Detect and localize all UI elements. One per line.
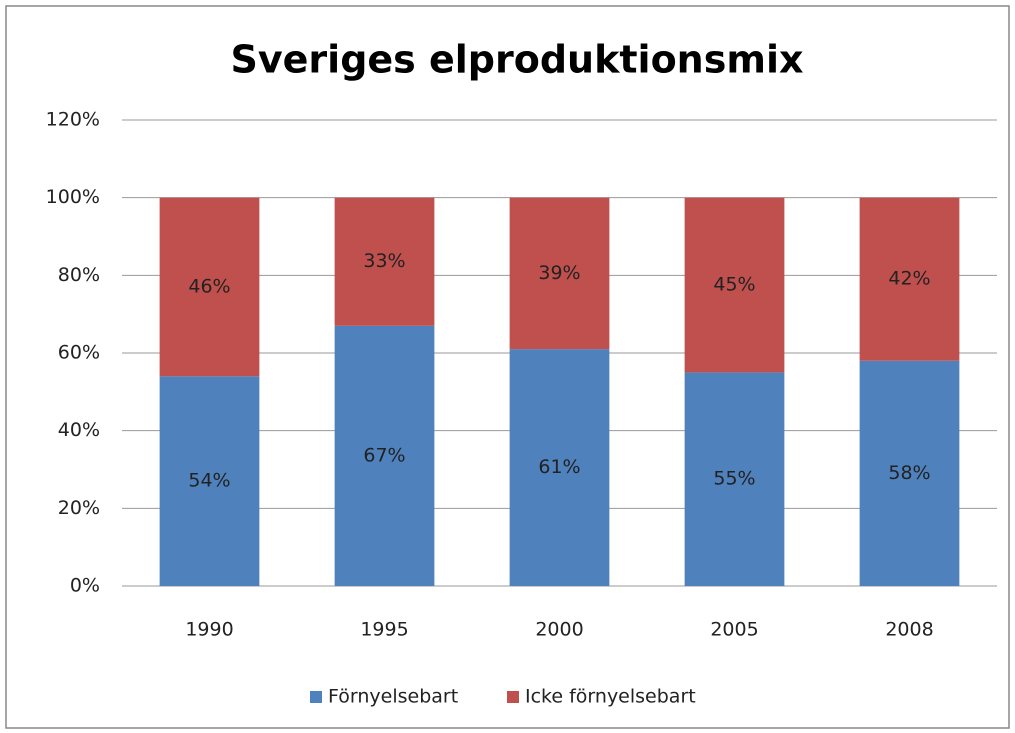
data-label: 61% bbox=[538, 456, 580, 478]
data-label: 58% bbox=[888, 462, 930, 484]
data-label: 39% bbox=[538, 262, 580, 284]
y-tick-label: 20% bbox=[58, 497, 100, 519]
bar-segment bbox=[334, 197, 435, 326]
bar-segment bbox=[159, 197, 260, 377]
y-tick-label: 80% bbox=[58, 264, 100, 286]
x-tick-label: 1995 bbox=[360, 619, 408, 641]
x-tick-label: 1990 bbox=[185, 619, 233, 641]
chart-frame bbox=[5, 5, 1010, 729]
x-tick-label: 2000 bbox=[535, 619, 583, 641]
data-label: 33% bbox=[363, 250, 405, 272]
y-tick-label: 40% bbox=[58, 419, 100, 441]
bar-segment bbox=[159, 376, 260, 586]
bar-segment bbox=[684, 372, 785, 586]
y-tick-label: 0% bbox=[70, 575, 100, 597]
bar-segment bbox=[334, 325, 435, 586]
data-label: 46% bbox=[188, 275, 230, 297]
y-tick-label: 60% bbox=[58, 342, 100, 364]
legend-label: Förnyelsebart bbox=[328, 686, 458, 708]
chart-title: Sveriges elproduktionsmix bbox=[231, 38, 804, 82]
data-label: 55% bbox=[713, 468, 755, 490]
x-tick-label: 2008 bbox=[885, 619, 933, 641]
bar-segment bbox=[684, 197, 785, 373]
data-label: 54% bbox=[188, 470, 230, 492]
data-label: 45% bbox=[713, 274, 755, 296]
x-tick-label: 2005 bbox=[710, 619, 758, 641]
bar-segment bbox=[509, 349, 610, 586]
y-tick-label: 120% bbox=[46, 109, 100, 131]
data-label: 67% bbox=[363, 444, 405, 466]
y-tick-label: 100% bbox=[46, 186, 100, 208]
bar-segment bbox=[509, 197, 610, 350]
legend-swatch bbox=[507, 691, 519, 703]
data-label: 42% bbox=[888, 268, 930, 290]
bar-segment bbox=[859, 360, 960, 586]
legend-swatch bbox=[310, 691, 322, 703]
bar-segment bbox=[859, 197, 960, 361]
legend-label: Icke förnyelsebart bbox=[525, 686, 696, 708]
